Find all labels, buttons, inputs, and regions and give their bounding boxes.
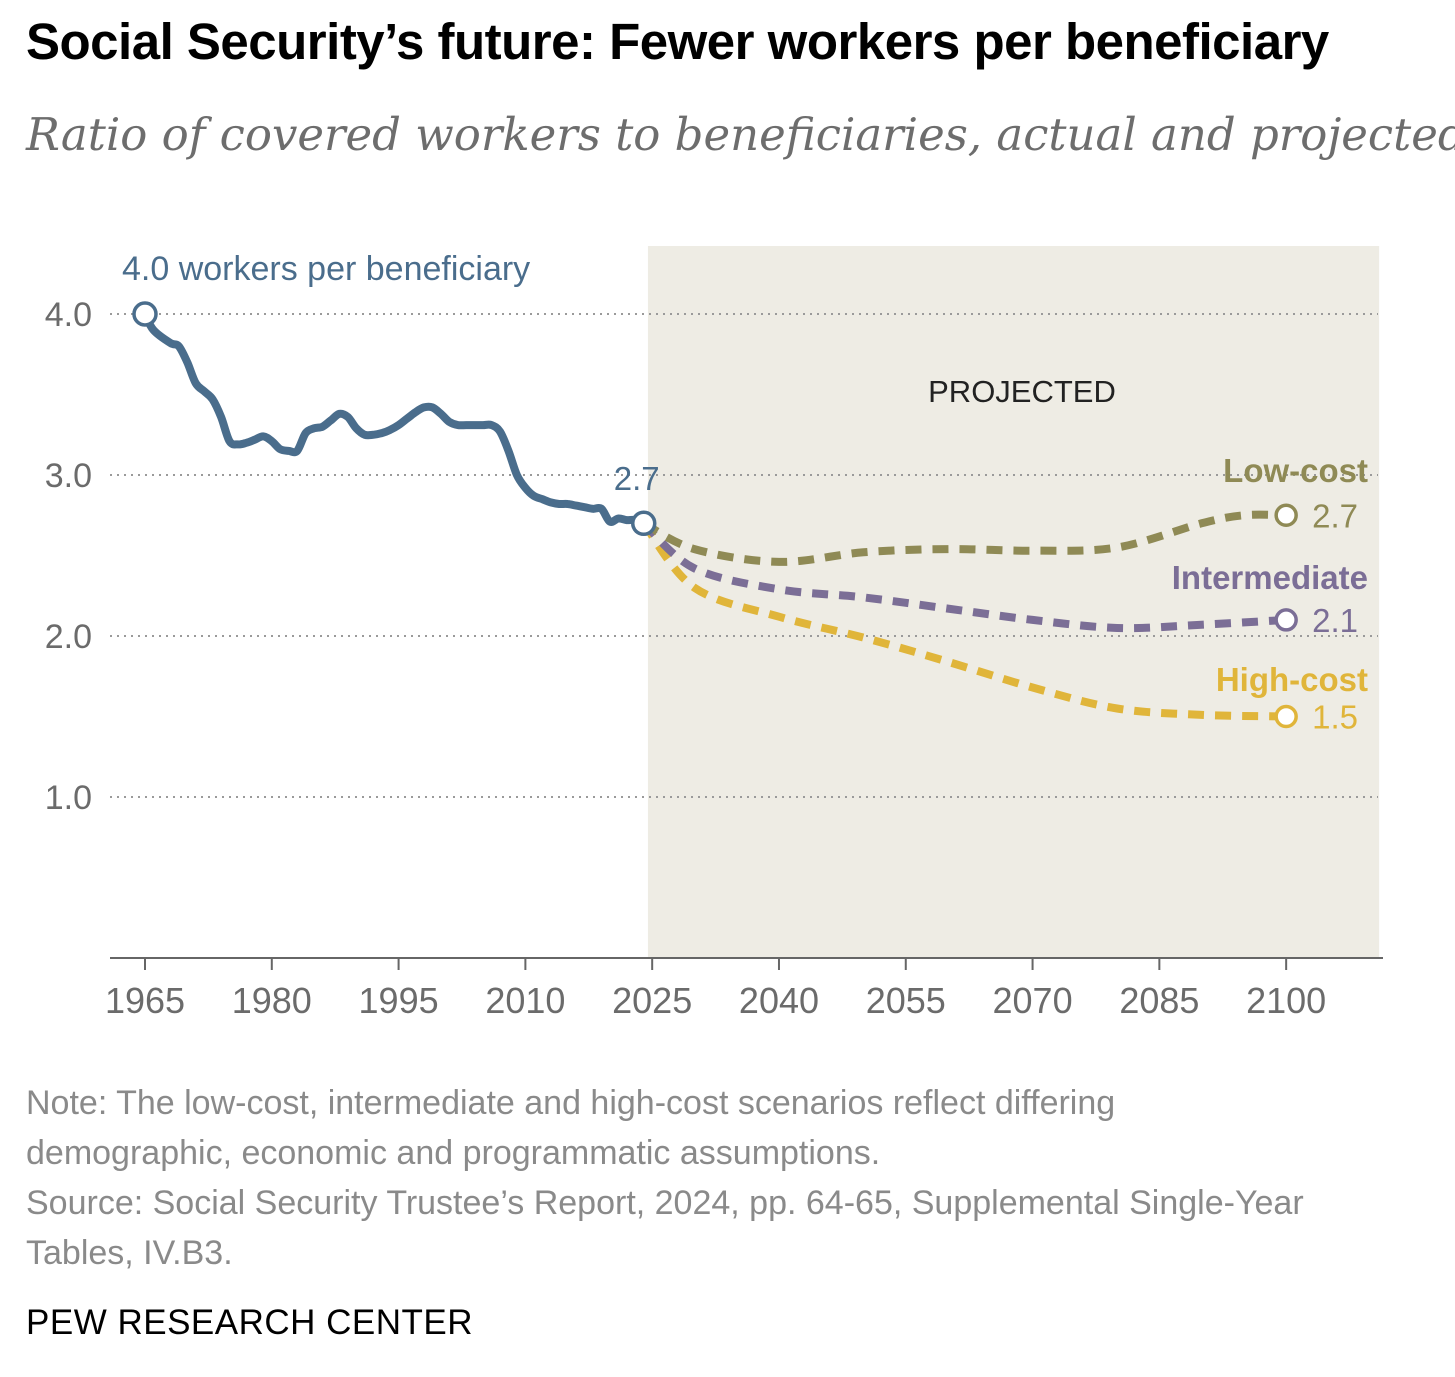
end-value-label-high_cost: 1.5	[1312, 699, 1358, 736]
end-value-label-low_cost: 2.7	[1312, 497, 1358, 534]
chart-canvas: PROJECTED 1.0 2.0 3.0 4.0 1965 1980 1995 2010 2…	[45, 246, 1383, 1021]
y-tick-label: 4.0	[45, 296, 92, 334]
series-line-intermediate	[640, 520, 1287, 633]
series-layer	[141, 310, 1287, 721]
source-text: Source: Social Security Trustee’s Report…	[26, 1184, 1304, 1272]
chart-subtitle: Ratio of covered workers to beneficiarie…	[26, 108, 1455, 161]
gridlines: 1.0 2.0 3.0 4.0	[45, 296, 1378, 817]
x-tick-label: 2070	[993, 980, 1073, 1021]
end-value-label-intermediate: 2.1	[1312, 602, 1358, 639]
y-tick-label: 2.0	[45, 618, 92, 656]
end-marker-low_cost	[1274, 503, 1298, 527]
chart-title: Social Security’s future: Fewer workers …	[26, 13, 1329, 70]
current-marker	[630, 510, 657, 537]
series-name-low_cost: Low-cost	[1223, 452, 1368, 489]
projected-label: PROJECTED	[928, 374, 1116, 409]
series-line-historical	[141, 310, 648, 528]
x-tick-label: 2025	[612, 980, 692, 1021]
x-tick-label: 2055	[866, 980, 946, 1021]
brand-logo-text: PEW RESEARCH CENTER	[26, 1303, 474, 1342]
y-tick-label: 3.0	[45, 457, 92, 495]
start-marker	[132, 301, 158, 327]
x-tick-label: 2040	[739, 980, 819, 1021]
x-tick-label: 1980	[232, 980, 312, 1021]
series-name-intermediate: Intermediate	[1172, 559, 1368, 596]
start-annotation: 4.0 workers per beneficiary	[122, 250, 530, 288]
x-tick-label: 2100	[1246, 980, 1326, 1021]
x-tick-label: 1995	[359, 980, 439, 1021]
series-name-high_cost: High-cost	[1216, 661, 1368, 698]
end-marker-intermediate	[1274, 608, 1298, 632]
x-axis: 1965 1980 1995 2010 2025 2040 2055 2070 2085 2100	[105, 957, 1383, 1021]
x-tick-label: 2085	[1119, 980, 1199, 1021]
series-line-high_cost	[640, 520, 1287, 721]
projected-region	[647, 246, 1380, 958]
y-tick-label: 1.0	[45, 779, 92, 817]
x-tick-label: 1965	[105, 980, 185, 1021]
current-annotation: 2.7	[614, 460, 660, 497]
end-marker-high_cost	[1274, 704, 1298, 729]
chart-notes: Note: The low-cost, intermediate and hig…	[26, 1078, 1326, 1278]
x-tick-label: 2010	[485, 980, 565, 1021]
projected-region-layer: PROJECTED	[647, 246, 1380, 958]
note-text: Note: The low-cost, intermediate and hig…	[26, 1084, 1116, 1172]
